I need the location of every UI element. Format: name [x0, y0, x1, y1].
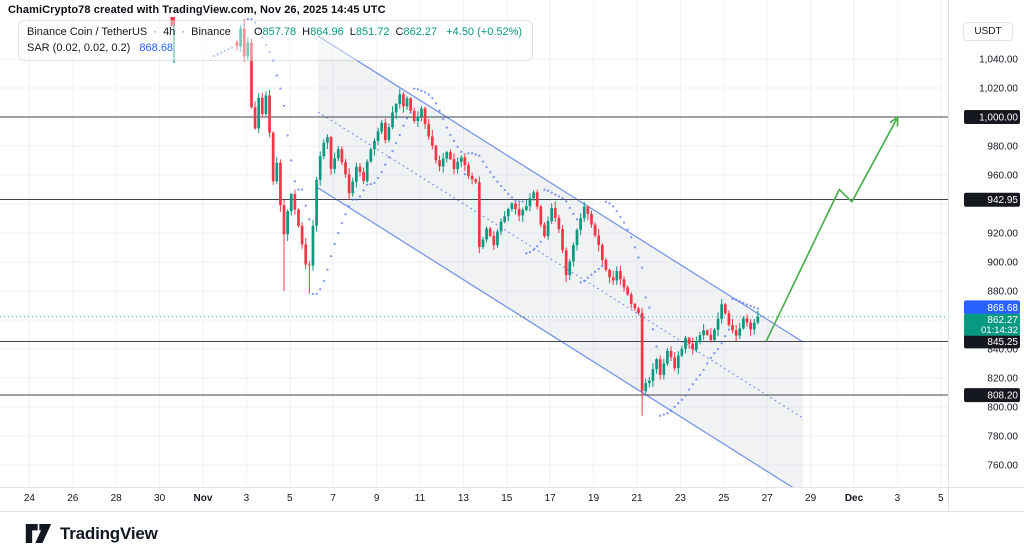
svg-text:808.20: 808.20: [987, 391, 1018, 402]
svg-text:3: 3: [895, 493, 901, 504]
indicator-name: SAR (0.02, 0.02, 0.2): [27, 42, 131, 54]
svg-text:9: 9: [374, 493, 380, 504]
svg-text:1,040.00: 1,040.00: [979, 55, 1018, 66]
svg-text:27: 27: [762, 493, 774, 504]
svg-text:920.00: 920.00: [987, 229, 1018, 240]
svg-text:01:14:32: 01:14:32: [981, 325, 1018, 336]
svg-text:900.00: 900.00: [987, 258, 1018, 269]
svg-text:820.00: 820.00: [987, 374, 1018, 385]
svg-text:17: 17: [545, 493, 557, 504]
legend-panel: Binance Coin / TetherUS · 4h · Binance O…: [18, 20, 534, 61]
change-value: +4.50 (+0.52%): [446, 26, 523, 38]
tradingview-logo[interactable]: TradingView: [25, 522, 158, 545]
high-value: 864.96: [310, 26, 344, 38]
svg-text:760.00: 760.00: [987, 461, 1018, 472]
low-key: L: [349, 26, 356, 38]
svg-text:25: 25: [718, 493, 730, 504]
svg-text:13: 13: [458, 493, 470, 504]
close-value: 862.27: [403, 26, 438, 38]
svg-text:24: 24: [24, 493, 36, 504]
symbol-name: Binance Coin / TetherUS: [27, 26, 148, 38]
tradingview-logo-text: TradingView: [60, 523, 158, 543]
svg-text:Dec: Dec: [845, 493, 864, 504]
svg-text:868.68: 868.68: [987, 303, 1018, 314]
attribution-text: ChamiCrypto78 created with TradingView.c…: [8, 4, 386, 16]
low-value: 851.72: [355, 26, 390, 38]
time-axis[interactable]: [0, 488, 1024, 511]
svg-text:28: 28: [111, 493, 123, 504]
interval-label[interactable]: 4h: [163, 26, 176, 38]
legend-symbol-row[interactable]: Binance Coin / TetherUS · 4h · Binance O…: [27, 24, 522, 40]
svg-text:19: 19: [588, 493, 600, 504]
legend-indicator-row[interactable]: SAR (0.02, 0.02, 0.2) 868.68: [27, 40, 522, 56]
svg-text:1,000.00: 1,000.00: [979, 113, 1018, 124]
svg-text:980.00: 980.00: [987, 142, 1018, 153]
footer-bar: TradingView: [0, 512, 1024, 555]
close-key: C: [395, 26, 404, 38]
svg-text:840.00: 840.00: [987, 345, 1018, 356]
svg-text:26: 26: [67, 493, 79, 504]
svg-text:942.95: 942.95: [987, 195, 1018, 206]
svg-text:1,020.00: 1,020.00: [979, 84, 1018, 95]
svg-text:862.27: 862.27: [987, 315, 1018, 326]
svg-text:800.00: 800.00: [987, 403, 1018, 414]
svg-text:880.00: 880.00: [987, 287, 1018, 298]
svg-text:960.00: 960.00: [987, 171, 1018, 182]
svg-text:23: 23: [675, 493, 687, 504]
svg-text:30: 30: [154, 493, 166, 504]
svg-text:15: 15: [501, 493, 513, 504]
svg-text:845.25: 845.25: [987, 337, 1018, 348]
ohlc-values: O857.78 H864.96 L851.72 C862.27: [248, 26, 437, 38]
currency-toggle-button[interactable]: USDT: [963, 22, 1013, 41]
svg-text:21: 21: [631, 493, 643, 504]
svg-text:7: 7: [330, 493, 336, 504]
price-axis[interactable]: [948, 0, 1024, 487]
legend-separator: ·: [181, 26, 186, 38]
high-key: H: [302, 26, 311, 38]
tradingview-logo-icon: [25, 523, 52, 544]
svg-text:29: 29: [805, 493, 817, 504]
svg-text:5: 5: [287, 493, 293, 504]
chart-canvas[interactable]: 24 26 28 30 Nov 3 5 7 9 11 13 15 17 19 21 23 25 27 29 Dec 3 5…: [0, 0, 1024, 512]
indicator-value: 868.68: [139, 42, 174, 54]
svg-text:5: 5: [938, 493, 944, 504]
exchange-label: Binance: [191, 26, 231, 38]
legend-separator: ·: [153, 26, 157, 38]
open-key: O: [253, 26, 263, 38]
open-value: 857.78: [262, 26, 297, 38]
svg-text:11: 11: [415, 493, 426, 504]
svg-text:Nov: Nov: [194, 493, 213, 504]
svg-text:780.00: 780.00: [987, 432, 1018, 443]
svg-text:3: 3: [244, 493, 250, 504]
